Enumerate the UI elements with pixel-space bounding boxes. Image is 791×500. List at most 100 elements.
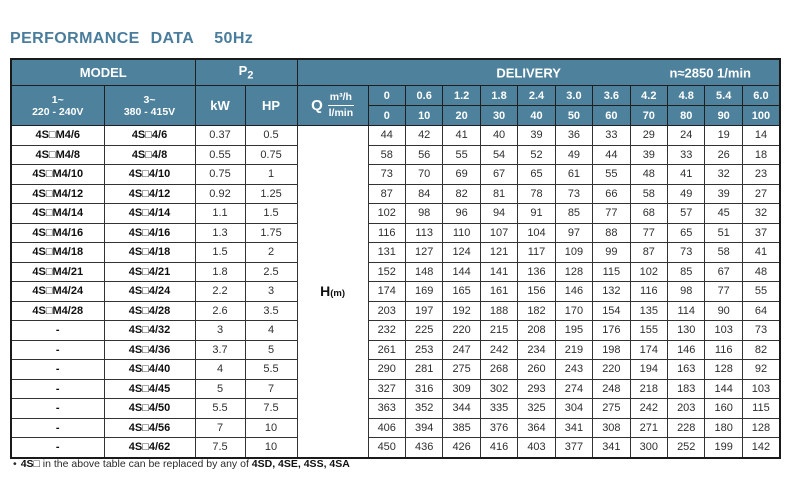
delivery-label: DELIVERY xyxy=(496,65,561,80)
table-body: 4S□M4/6 4S□4/6 0.37 0.5 H(m) 44 42 41 40 39 36 33 29… xyxy=(10,125,781,458)
head-value-cell: 144 xyxy=(442,261,481,282)
head-value-cell: 58 xyxy=(629,183,669,204)
head-value-cell: 55 xyxy=(592,164,631,185)
head-value-cell: 113 xyxy=(404,222,444,243)
model-three-cell: 4S□4/8 xyxy=(103,144,196,165)
head-value-cell: 26 xyxy=(704,144,743,165)
flow-m3h-value-cell: 4.8 xyxy=(667,85,706,106)
model-three-cell: 4S□4/45 xyxy=(103,378,196,399)
head-value-cell: 102 xyxy=(367,203,406,224)
head-value-cell: 252 xyxy=(667,437,706,458)
head-value-cell: 110 xyxy=(442,222,481,243)
flow-lmin-value-cell: 20 xyxy=(442,105,481,126)
head-value-cell: 169 xyxy=(404,281,444,302)
head-value-cell: 103 xyxy=(704,320,743,341)
head-value-cell: 377 xyxy=(554,437,594,458)
page-title-text: PERFORMANCE DATA xyxy=(10,30,195,47)
head-value-cell: 170 xyxy=(554,300,594,321)
table-row: -4S□4/45 5 7 327 316 309 302 293 274 248 218 183 144… xyxy=(10,378,781,399)
head-value-cell: 376 xyxy=(479,417,519,438)
head-value-cell: 82 xyxy=(442,183,481,204)
model-single-cell: 4S□M4/8 xyxy=(10,144,105,165)
head-value-cell: 363 xyxy=(367,398,406,419)
head-value-cell: 57 xyxy=(667,203,706,224)
head-value-cell: 23 xyxy=(741,164,781,185)
head-value-cell: 242 xyxy=(479,339,519,360)
head-value-cell: 65 xyxy=(517,164,556,185)
kw-header: kW xyxy=(194,85,246,126)
kw-value-cell: 2.6 xyxy=(194,300,246,321)
head-value-cell: 154 xyxy=(592,300,631,321)
head-value-cell: 40 xyxy=(479,125,519,146)
head-value-cell: 115 xyxy=(592,261,631,282)
flow-m3h-value-cell: 2.4 xyxy=(517,85,556,106)
flow-units: m³/h l/min xyxy=(327,91,354,120)
head-value-cell: 29 xyxy=(629,125,669,146)
table-row: 4S□M4/28 4S□4/28 2.6 3.5 203 197 192 188 182 170 1… xyxy=(10,300,781,321)
flow-row-lmin: 0 10 20 30 40 50 60 70 80 90 100 xyxy=(11,105,781,126)
three-phase-voltage: 380 - 415V xyxy=(123,105,176,118)
head-value-cell: 70 xyxy=(404,164,444,185)
head-value-cell: 124 xyxy=(442,242,481,263)
model-single-cell: 4S□M4/12 xyxy=(10,183,105,204)
head-value-cell: 18 xyxy=(741,144,781,165)
head-value-cell: 290 xyxy=(367,359,406,380)
head-value-cell: 271 xyxy=(629,417,669,438)
model-single-cell: 4S□M4/28 xyxy=(10,300,105,321)
flow-m3h-value-cell: 1.2 xyxy=(442,85,481,106)
model-single-cell: - xyxy=(10,378,105,399)
unit-lmin-label: l/min xyxy=(328,107,354,119)
model-single-cell: 4S□M4/14 xyxy=(10,203,105,224)
kw-value-cell: 1.3 xyxy=(194,222,246,243)
model-three-cell: 4S□4/40 xyxy=(103,359,196,380)
head-value-cell: 234 xyxy=(517,339,556,360)
flow-lmin-value-cell: 10 xyxy=(404,105,444,126)
head-value-cell: 218 xyxy=(629,378,669,399)
kw-value-cell: 2.2 xyxy=(194,281,246,302)
head-value-cell: 48 xyxy=(629,164,669,185)
head-value-cell: 406 xyxy=(367,417,406,438)
model-three-cell: 4S□4/36 xyxy=(103,339,196,360)
model-three-cell: 4S□4/16 xyxy=(103,222,196,243)
kw-value-cell: 4 xyxy=(194,359,246,380)
head-value-cell: 51 xyxy=(704,222,743,243)
head-value-cell: 156 xyxy=(517,281,556,302)
head-value-cell: 275 xyxy=(442,359,481,380)
page-title: PERFORMANCE DATA 50Hz xyxy=(10,30,253,48)
head-value-cell: 116 xyxy=(629,281,669,302)
head-value-cell: 42 xyxy=(404,125,444,146)
head-value-cell: 41 xyxy=(667,164,706,185)
footnote-bullet: • xyxy=(13,458,17,470)
head-value-cell: 73 xyxy=(554,183,594,204)
head-value-cell: 77 xyxy=(629,222,669,243)
head-value-cell: 148 xyxy=(404,261,444,282)
kw-value-cell: 7.5 xyxy=(194,437,246,458)
head-value-cell: 219 xyxy=(554,339,594,360)
head-value-cell: 117 xyxy=(517,242,556,263)
head-value-cell: 182 xyxy=(517,300,556,321)
head-value-cell: 66 xyxy=(592,183,631,204)
hp-value-cell: 10 xyxy=(244,417,298,438)
head-value-cell: 116 xyxy=(704,339,743,360)
head-value-cell: 45 xyxy=(704,203,743,224)
head-value-cell: 90 xyxy=(704,300,743,321)
model-header: MODEL xyxy=(10,58,196,86)
head-value-cell: 300 xyxy=(629,437,669,458)
model-three-cell: 4S□4/32 xyxy=(103,320,196,341)
head-value-cell: 215 xyxy=(479,320,519,341)
head-value-cell: 155 xyxy=(629,320,669,341)
head-value-cell: 41 xyxy=(442,125,481,146)
head-value-cell: 128 xyxy=(554,261,594,282)
head-value-cell: 203 xyxy=(367,300,406,321)
h-label-main: H xyxy=(320,283,331,300)
head-value-cell: 309 xyxy=(442,378,481,399)
flow-m3h-value-cell: 3.6 xyxy=(592,85,631,106)
model-three-cell: 4S□4/10 xyxy=(103,164,196,185)
head-value-cell: 44 xyxy=(592,144,631,165)
head-value-cell: 188 xyxy=(479,300,519,321)
hp-value-cell: 5.5 xyxy=(244,359,298,380)
hp-value-cell: 1 xyxy=(244,164,298,185)
hp-value-cell: 1.5 xyxy=(244,203,298,224)
head-value-cell: 335 xyxy=(479,398,519,419)
flow-q-header: Q m³/h l/min xyxy=(296,85,369,126)
